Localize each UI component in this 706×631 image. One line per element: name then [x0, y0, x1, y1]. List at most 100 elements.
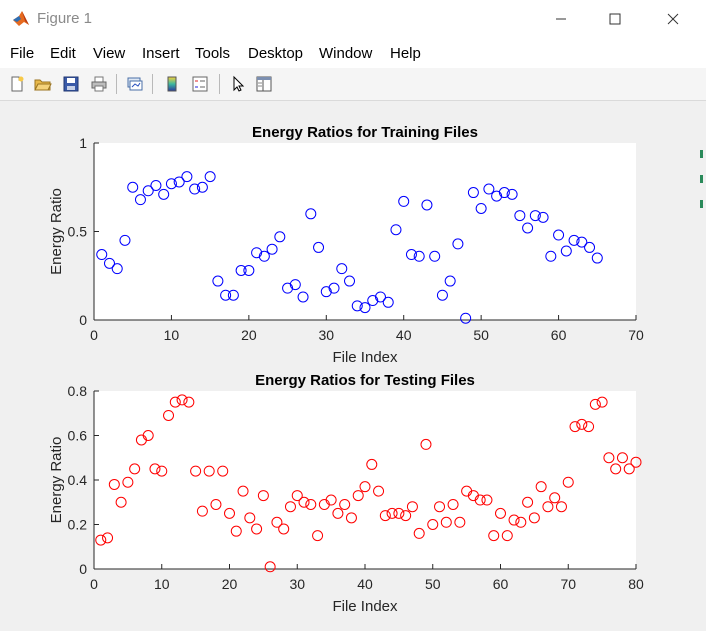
testing-data-point	[623, 463, 635, 475]
training-data-point	[429, 250, 441, 262]
property-inspector-icon[interactable]	[253, 73, 275, 95]
testing-data-point	[291, 490, 303, 502]
testing-x-axis-label: File Index	[332, 598, 398, 615]
training-data-point	[258, 250, 270, 262]
testing-x-tick-label: 40	[357, 576, 373, 592]
open-file-icon[interactable]	[32, 73, 54, 95]
testing-x-tick-label: 70	[560, 576, 576, 592]
training-data-point	[344, 275, 356, 287]
menu-insert[interactable]: Insert	[142, 45, 180, 62]
menu-bar: File Edit View Insert Tools Desktop Wind…	[0, 38, 706, 93]
testing-data-point	[244, 512, 256, 524]
new-figure-icon[interactable]	[6, 73, 28, 95]
testing-data-point	[345, 512, 357, 524]
testing-data-point	[332, 507, 344, 519]
training-data-point	[266, 243, 278, 255]
testing-data-point	[210, 498, 222, 510]
testing-data-point	[522, 496, 534, 508]
training-data-point	[591, 252, 603, 264]
testing-data-point	[454, 516, 466, 528]
testing-data-point	[176, 394, 188, 406]
testing-data-point	[495, 507, 506, 519]
training-data-point	[390, 224, 402, 236]
training-x-tick-label: 70	[628, 327, 644, 343]
testing-data-point	[528, 512, 540, 524]
menu-view[interactable]: View	[93, 45, 126, 62]
training-x-axis-label: File Index	[332, 349, 398, 366]
training-data-point	[305, 208, 317, 220]
testing-x-tick-label: 20	[222, 576, 238, 592]
minimize-button[interactable]	[538, 0, 584, 38]
testing-data-point	[339, 498, 351, 510]
testing-data-point	[325, 494, 337, 506]
testing-data-point	[420, 438, 432, 450]
training-data-point	[498, 187, 510, 199]
testing-data-point	[352, 490, 364, 502]
training-x-tick-label: 10	[164, 327, 180, 343]
training-data-point	[351, 300, 363, 312]
training-data-point	[452, 238, 464, 250]
training-data-point	[158, 188, 170, 200]
menu-edit[interactable]: Edit	[50, 45, 76, 62]
training-x-tick-label: 40	[396, 327, 412, 343]
testing-data-point	[393, 507, 405, 519]
training-data-point	[467, 187, 479, 199]
testing-data-point	[190, 465, 202, 477]
training-data-point	[297, 291, 309, 303]
testing-data-point	[400, 510, 412, 522]
testing-y-tick-label: 0.6	[68, 428, 88, 444]
training-data-point	[235, 264, 247, 276]
testing-data-point	[379, 510, 391, 522]
testing-x-tick-label: 80	[628, 576, 644, 592]
training-data-point	[150, 179, 162, 191]
print-icon[interactable]	[88, 73, 110, 95]
colorbar-icon[interactable]	[161, 73, 183, 95]
testing-data-point	[576, 418, 588, 430]
training-data-point	[189, 183, 201, 195]
testing-x-tick-label: 30	[289, 576, 305, 592]
menu-help[interactable]: Help	[390, 45, 421, 62]
link-plot-icon[interactable]	[124, 73, 146, 95]
pointer-icon[interactable]	[227, 73, 249, 95]
menu-tools[interactable]: Tools	[195, 45, 231, 62]
testing-data-point	[508, 514, 520, 526]
training-data-point	[328, 282, 340, 294]
testing-data-point	[406, 501, 418, 513]
training-data-point	[529, 210, 541, 222]
training-data-point	[220, 289, 232, 301]
training-data-point	[436, 289, 448, 301]
testing-x-tick-label: 50	[425, 576, 441, 592]
training-data-point	[212, 275, 224, 287]
testing-data-point	[630, 456, 642, 468]
training-data-point	[444, 275, 456, 287]
training-data-point	[382, 296, 394, 308]
legend-icon[interactable]	[189, 73, 211, 95]
save-icon[interactable]	[60, 73, 82, 95]
training-x-tick-label: 50	[473, 327, 489, 343]
training-data-point	[111, 263, 123, 275]
training-data-point	[336, 263, 348, 275]
training-data-point	[127, 181, 139, 193]
testing-data-point	[196, 505, 208, 517]
menu-desktop[interactable]: Desktop	[248, 45, 304, 62]
training-data-point	[320, 286, 332, 298]
close-button[interactable]	[650, 0, 696, 38]
testing-data-point	[562, 476, 574, 488]
training-data-point	[359, 302, 371, 314]
training-data-point	[103, 257, 115, 269]
testing-data-point	[515, 516, 527, 528]
testing-data-point	[501, 530, 513, 542]
testing-data-point	[610, 463, 622, 475]
testing-data-point	[163, 409, 175, 421]
training-data-point	[483, 183, 495, 195]
training-y-tick-label: 0.5	[68, 224, 88, 240]
testing-data-point	[569, 421, 581, 433]
maximize-button[interactable]	[592, 0, 638, 38]
testing-data-point	[251, 523, 263, 535]
training-data-point	[522, 222, 534, 234]
menu-window[interactable]: Window	[319, 45, 373, 62]
testing-data-point	[129, 463, 141, 475]
testing-data-point	[122, 476, 134, 488]
testing-y-tick-label: 0.8	[68, 383, 88, 399]
menu-file[interactable]: File	[10, 45, 35, 62]
